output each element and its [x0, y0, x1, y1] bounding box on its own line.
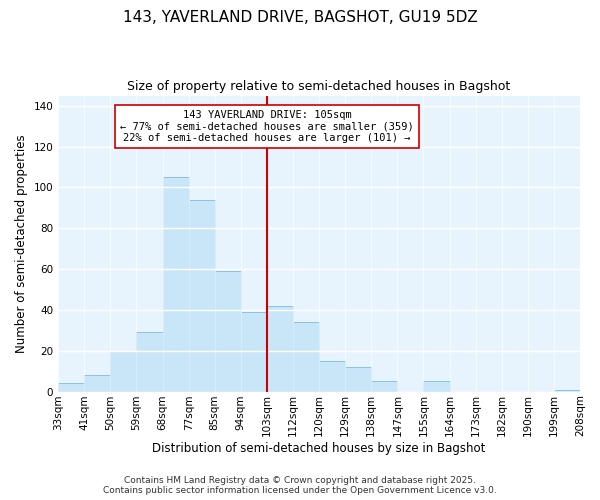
- Bar: [215, 271, 241, 392]
- Text: Contains HM Land Registry data © Crown copyright and database right 2025.
Contai: Contains HM Land Registry data © Crown c…: [103, 476, 497, 495]
- Title: Size of property relative to semi-detached houses in Bagshot: Size of property relative to semi-detach…: [127, 80, 511, 93]
- X-axis label: Distribution of semi-detached houses by size in Bagshot: Distribution of semi-detached houses by …: [152, 442, 486, 455]
- Bar: [241, 312, 267, 392]
- Text: 143 YAVERLAND DRIVE: 105sqm
← 77% of semi-detached houses are smaller (359)
22% : 143 YAVERLAND DRIVE: 105sqm ← 77% of sem…: [120, 110, 414, 143]
- Text: 143, YAVERLAND DRIVE, BAGSHOT, GU19 5DZ: 143, YAVERLAND DRIVE, BAGSHOT, GU19 5DZ: [122, 10, 478, 25]
- Bar: [319, 361, 345, 392]
- Y-axis label: Number of semi-detached properties: Number of semi-detached properties: [15, 134, 28, 353]
- Bar: [267, 306, 293, 392]
- Bar: [84, 375, 110, 392]
- Bar: [293, 322, 319, 392]
- Bar: [371, 382, 397, 392]
- Bar: [163, 177, 188, 392]
- Bar: [554, 390, 580, 392]
- Bar: [58, 384, 84, 392]
- Bar: [188, 200, 215, 392]
- Bar: [110, 350, 136, 392]
- Bar: [424, 382, 449, 392]
- Bar: [345, 367, 371, 392]
- Bar: [136, 332, 163, 392]
